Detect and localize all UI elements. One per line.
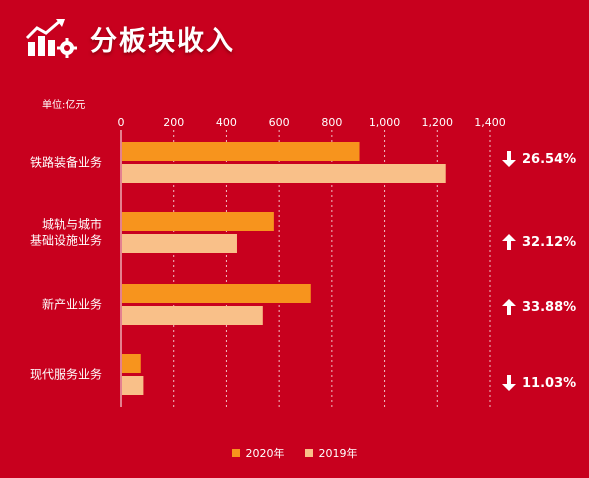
legend-item-2019: 2019年 — [304, 445, 358, 461]
category-label: 新产业业务 — [42, 297, 102, 312]
tick-label: 600 — [269, 116, 290, 129]
page-title: 分板块收入 — [90, 25, 235, 57]
change-value: 11.03% — [522, 375, 577, 391]
bar-2020 — [122, 354, 141, 373]
header: 分板块收入 — [24, 14, 235, 62]
legend-swatch-2020 — [231, 449, 240, 457]
tick-label: 200 — [163, 116, 184, 129]
legend: 2020年 2019年 — [0, 445, 589, 461]
tick-label: 0 — [118, 116, 125, 129]
category-label: 城轨与城市 — [42, 217, 102, 232]
bar-2019 — [122, 306, 263, 325]
category-label: 基础设施业务 — [30, 233, 102, 248]
bar-2020 — [122, 212, 274, 231]
change-item: 32.12% — [502, 234, 576, 250]
tick-label: 800 — [321, 116, 342, 129]
arrow-down-icon — [502, 151, 516, 167]
change-item: 26.54% — [502, 151, 576, 167]
arrow-up-icon — [502, 299, 516, 315]
growth-chart-gear-icon — [25, 19, 77, 58]
bar-2019 — [122, 376, 144, 395]
legend-label-2020: 2020年 — [245, 447, 285, 460]
tick-label: 1,200 — [422, 116, 454, 129]
unit-label: 单位:亿元 — [42, 100, 86, 111]
legend-swatch-2019 — [304, 449, 313, 457]
change-value: 26.54% — [522, 151, 577, 167]
legend-item-2020: 2020年 — [231, 445, 285, 461]
change-item: 11.03% — [502, 375, 576, 391]
arrow-up-icon — [502, 234, 516, 250]
tick-label: 1,400 — [474, 116, 506, 129]
bar-2020 — [122, 142, 360, 161]
tick-label: 400 — [216, 116, 237, 129]
category-label: 现代服务业务 — [30, 367, 102, 382]
bar-2019 — [122, 234, 237, 253]
change-value: 33.88% — [522, 299, 577, 315]
change-value: 32.12% — [522, 234, 577, 250]
change-item: 33.88% — [502, 299, 576, 315]
category-label: 铁路装备业务 — [30, 155, 102, 170]
legend-label-2019: 2019年 — [318, 447, 358, 460]
tick-label: 1,000 — [369, 116, 401, 129]
arrow-down-icon — [502, 375, 516, 391]
bar-2020 — [122, 284, 311, 303]
bar-2019 — [122, 164, 446, 183]
